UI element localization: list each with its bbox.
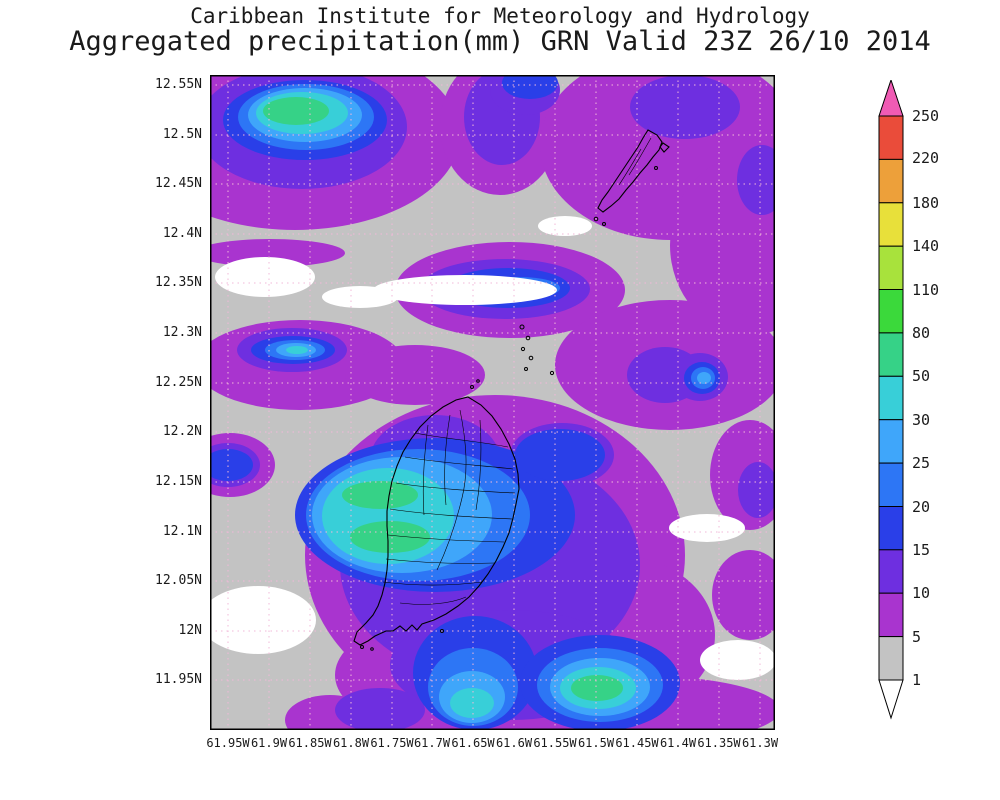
- lat-tick-label: 12.1N: [162, 524, 202, 539]
- colorbar-svg: [878, 78, 904, 720]
- lon-tick-label: 61.85W: [288, 736, 332, 750]
- colorbar-segment: [878, 289, 904, 334]
- lon-tick-label: 61.7W: [413, 736, 451, 750]
- colorbar-segment: [878, 245, 904, 291]
- lat-tick-label: 12.15N: [155, 474, 202, 489]
- contour-band-50-80: [263, 97, 623, 701]
- colorbar: [876, 78, 906, 725]
- lon-tick-label: 61.65W: [451, 736, 495, 750]
- colorbar-segment: [878, 375, 904, 421]
- grenada-interior-lines: [382, 137, 652, 605]
- coastlines: [353, 129, 670, 646]
- colorbar-segment: [878, 592, 904, 638]
- petite-martinique-coastline: [659, 142, 670, 153]
- lat-tick-label: 12.45N: [155, 176, 202, 191]
- carriacou-coastline: [597, 129, 663, 213]
- colorbar-arrow-top: [878, 78, 904, 117]
- colorbar-tick-label: 1: [912, 671, 922, 689]
- colorbar-segment: [878, 506, 904, 551]
- lon-tick-label: 61.35W: [697, 736, 741, 750]
- lon-tick-label: 61.75W: [370, 736, 414, 750]
- lat-tick-label: 12.4N: [162, 226, 202, 241]
- grenada-coastline: [353, 396, 520, 646]
- colorbar-segment: [878, 332, 904, 377]
- colorbar-tick-label: 110: [912, 281, 940, 299]
- colorbar-segment: [878, 636, 904, 681]
- lon-tick-label: 61.6W: [495, 736, 533, 750]
- plot-title: Aggregated precipitation(mm) GRN Valid 2…: [69, 26, 931, 57]
- colorbar-tick-label: 20: [912, 498, 931, 516]
- lon-tick-label: 61.3W: [741, 736, 779, 750]
- colorbar-tick-label: 140: [912, 237, 940, 255]
- colorbar-segment: [878, 158, 904, 204]
- colorbar-tick-label: 10: [912, 584, 931, 602]
- colorbar-tick-label: 15: [912, 541, 931, 559]
- colorbar-segment: [878, 115, 904, 160]
- plot-frame: [210, 75, 775, 730]
- lat-tick-label: 12.05N: [155, 573, 202, 588]
- lat-tick-label: 12N: [178, 623, 202, 638]
- lat-tick-label: 12.35N: [155, 275, 202, 290]
- lat-tick-label: 12.55N: [155, 77, 202, 92]
- lat-tick-label: 11.95N: [155, 672, 202, 687]
- lon-tick-label: 61.4W: [659, 736, 697, 750]
- colorbar-tick-label: 50: [912, 367, 931, 385]
- colorbar-tick-label: 25: [912, 454, 931, 472]
- colorbar-tick-label: 80: [912, 324, 931, 342]
- map-plot: [130, 40, 830, 745]
- colorbar-arrow-bottom: [878, 679, 904, 720]
- colorbar-tick-label: 5: [912, 628, 922, 646]
- lon-tick-label: 61.95W: [206, 736, 250, 750]
- institute-title: Caribbean Institute for Meteorology and …: [190, 4, 810, 28]
- lon-tick-label: 61.9W: [250, 736, 288, 750]
- lat-tick-label: 12.25N: [155, 375, 202, 390]
- colorbar-tick-label: 30: [912, 411, 931, 429]
- colorbar-segment: [878, 419, 904, 464]
- colorbar-tick-label: 180: [912, 194, 940, 212]
- colorbar-segment: [878, 549, 904, 594]
- lon-tick-label: 61.45W: [615, 736, 659, 750]
- lon-tick-label: 61.55W: [533, 736, 577, 750]
- islet-marks: [360, 166, 658, 651]
- lat-tick-label: 12.2N: [162, 424, 202, 439]
- colorbar-tick-label: 220: [912, 149, 940, 167]
- lat-tick-label: 12.3N: [162, 325, 202, 340]
- lat-tick-label: 12.5N: [162, 127, 202, 142]
- colorbar-segment: [878, 462, 904, 508]
- precip-contour-svg: [130, 40, 830, 745]
- lon-tick-label: 61.8W: [332, 736, 370, 750]
- colorbar-tick-label: 250: [912, 107, 940, 125]
- colorbar-segment: [878, 202, 904, 247]
- lon-tick-label: 61.5W: [577, 736, 615, 750]
